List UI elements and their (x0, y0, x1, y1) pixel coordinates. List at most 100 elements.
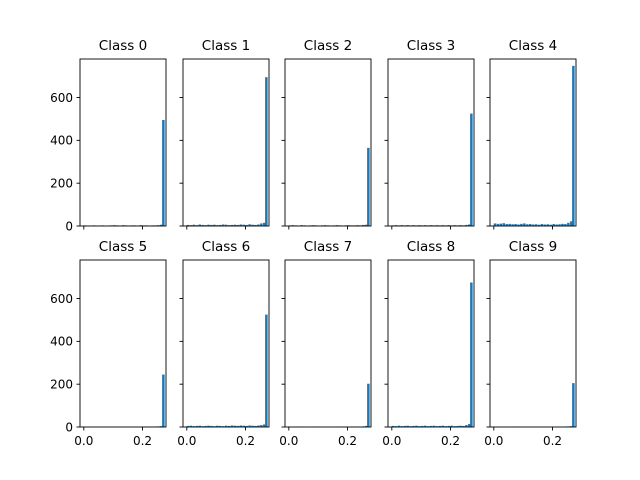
subplot-3: Class 3 (384, 38, 475, 230)
axes-frame (182, 259, 270, 428)
bar (362, 224, 365, 226)
axes-frame (284, 259, 372, 428)
bar (365, 224, 368, 226)
bar (421, 425, 424, 427)
axes-frame (182, 58, 270, 227)
subplot-title: Class 7 (304, 239, 352, 255)
bar (160, 224, 163, 226)
subplot-title: Class 6 (202, 239, 250, 255)
bar (572, 65, 575, 226)
bar (224, 425, 228, 427)
subplot-title: Class 2 (304, 38, 352, 54)
bar (570, 221, 573, 226)
x-tick-label: 0.0 (177, 434, 196, 448)
bar (450, 425, 453, 427)
bar (424, 425, 427, 427)
subplot-title: Class 4 (509, 38, 557, 54)
x-tick-label: 0.2 (236, 434, 255, 448)
bar (465, 224, 468, 226)
subplot-1: Class 1 (179, 38, 270, 230)
x-tick-label: 0.0 (74, 434, 93, 448)
bar (470, 282, 473, 427)
subplot-2: Class 2 (281, 38, 372, 230)
bar (257, 425, 260, 427)
bar (526, 224, 529, 226)
bar (528, 224, 532, 226)
bar (210, 224, 213, 226)
subplot-6: Class 6 0.0 0.2 (177, 239, 270, 448)
bar (162, 120, 165, 226)
axes-frame (79, 259, 167, 428)
bar (367, 147, 370, 226)
bar (230, 224, 234, 226)
bar (505, 224, 508, 226)
subplot-9: Class 9 0.0 0.2 (484, 239, 577, 448)
bar (192, 224, 196, 226)
bar (531, 224, 535, 226)
bar (216, 425, 219, 427)
bar (496, 223, 500, 226)
bar (537, 224, 541, 226)
bar (245, 425, 248, 427)
bar (257, 224, 260, 226)
bar (540, 224, 544, 226)
bar (239, 425, 243, 427)
x-tick-label: 0.2 (338, 434, 357, 448)
bar (260, 425, 263, 427)
bar (189, 425, 193, 427)
bar (233, 425, 237, 427)
bar (263, 424, 266, 427)
bar (391, 425, 395, 427)
x-tick-label: 0.2 (441, 434, 460, 448)
bar (207, 224, 210, 226)
bar (236, 425, 240, 427)
bar (470, 113, 473, 226)
subplot-0: Class 0 0 200 400 600 (50, 38, 167, 233)
axes-frame (387, 259, 475, 428)
bar (221, 224, 225, 226)
bar (508, 223, 511, 226)
bar (186, 425, 190, 427)
axes-frame (489, 259, 577, 428)
bar (365, 425, 368, 427)
x-tick-label: 0.2 (543, 434, 562, 448)
bar (254, 224, 257, 226)
bar (412, 425, 415, 427)
bar (552, 224, 555, 226)
subplot-5: Class 5 0 200 400 600 0.0 0.2 (50, 239, 167, 448)
y-tick-label: 200 (50, 176, 73, 190)
bar (429, 425, 433, 427)
bar (251, 224, 254, 226)
bar (564, 224, 567, 226)
bar (397, 425, 401, 427)
bar (204, 425, 207, 427)
subplot-title: Class 9 (509, 239, 557, 255)
bar (265, 77, 268, 226)
y-tick-label: 400 (50, 134, 73, 148)
axes-frame (79, 58, 167, 227)
subplot-title: Class 8 (407, 239, 455, 255)
bar (456, 425, 459, 427)
x-tick-label: 0.0 (382, 434, 401, 448)
bar (236, 224, 240, 226)
bar (572, 383, 575, 427)
x-tick-label: 0.0 (484, 434, 503, 448)
bar (213, 224, 216, 226)
subplot-4: Class 4 (486, 38, 577, 230)
y-tick-label: 200 (50, 377, 73, 391)
y-tick-label: 600 (50, 292, 73, 306)
subplot-7: Class 7 0.0 0.2 (279, 239, 372, 448)
bar (543, 224, 547, 226)
bar (534, 224, 538, 226)
bar (254, 425, 257, 427)
bar (520, 223, 523, 226)
subplot-title: Class 0 (99, 38, 147, 54)
bar (224, 224, 228, 226)
subplot-title: Class 3 (407, 38, 455, 54)
bar (441, 425, 445, 427)
bar (406, 425, 409, 427)
bar (517, 224, 520, 226)
bar (514, 224, 517, 226)
bar (493, 223, 497, 226)
axes-frame (489, 58, 577, 227)
